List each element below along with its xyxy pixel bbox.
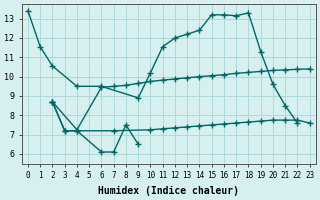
X-axis label: Humidex (Indice chaleur): Humidex (Indice chaleur) bbox=[98, 186, 239, 196]
